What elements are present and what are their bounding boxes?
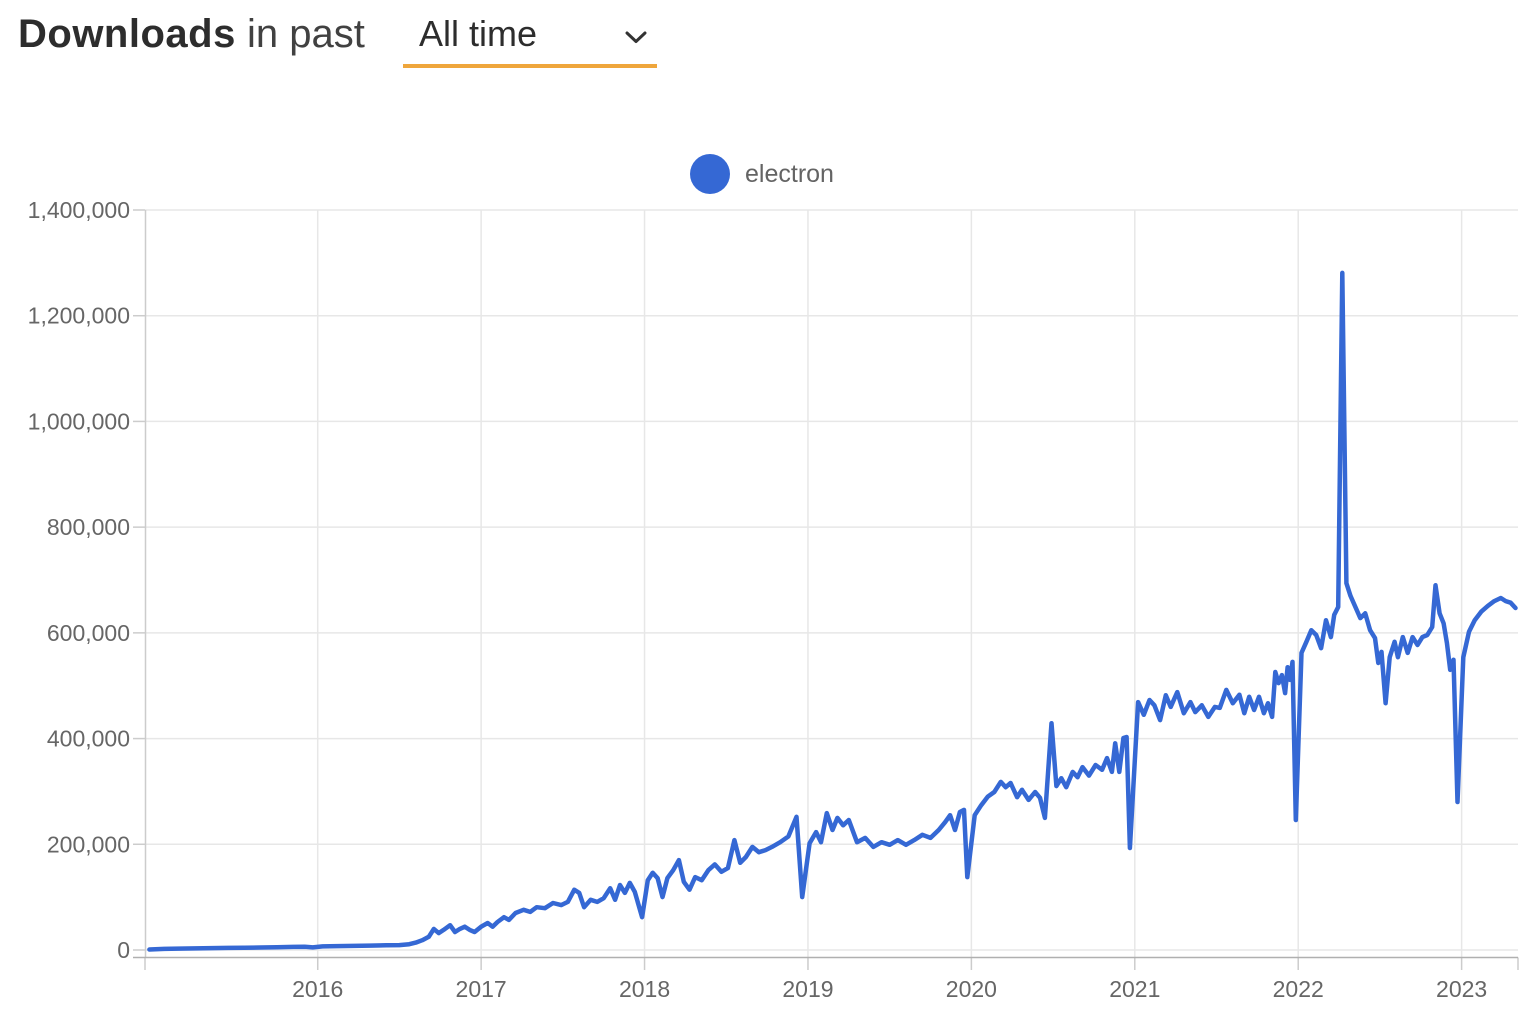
time-range-value: All time [419, 13, 538, 54]
title-downloads: Downloads [18, 12, 236, 56]
x-axis-label: 2023 [1436, 976, 1487, 1002]
chart-legend: electron [0, 154, 1524, 194]
chevron-down-icon [625, 31, 647, 43]
y-axis-label: 1,000,000 [28, 408, 130, 434]
x-axis-label: 2017 [456, 976, 507, 1002]
x-axis-label: 2016 [292, 976, 343, 1002]
y-axis-label: 800,000 [47, 514, 130, 540]
x-axis-label: 2018 [619, 976, 670, 1002]
y-axis-label: 200,000 [47, 831, 130, 857]
series-line-electron[interactable] [147, 270, 1518, 952]
x-axis-label: 2021 [1109, 976, 1160, 1002]
x-axis-label: 2020 [946, 976, 997, 1002]
legend-label: electron [745, 159, 834, 188]
time-range-select[interactable]: All time [403, 8, 657, 68]
y-axis-label: 600,000 [47, 620, 130, 646]
x-axis-label: 2019 [782, 976, 833, 1002]
title-in-past: in past [246, 12, 365, 56]
y-axis-label: 0 [117, 937, 130, 963]
legend-item-electron[interactable]: electron [690, 154, 834, 194]
x-axis-label: 2022 [1273, 976, 1324, 1002]
y-axis-label: 400,000 [47, 726, 130, 752]
y-axis-label: 1,200,000 [28, 303, 130, 329]
y-axis-label: 1,400,000 [28, 197, 130, 223]
page-title: Downloads in past [18, 8, 365, 60]
legend-color-dot [690, 154, 731, 194]
